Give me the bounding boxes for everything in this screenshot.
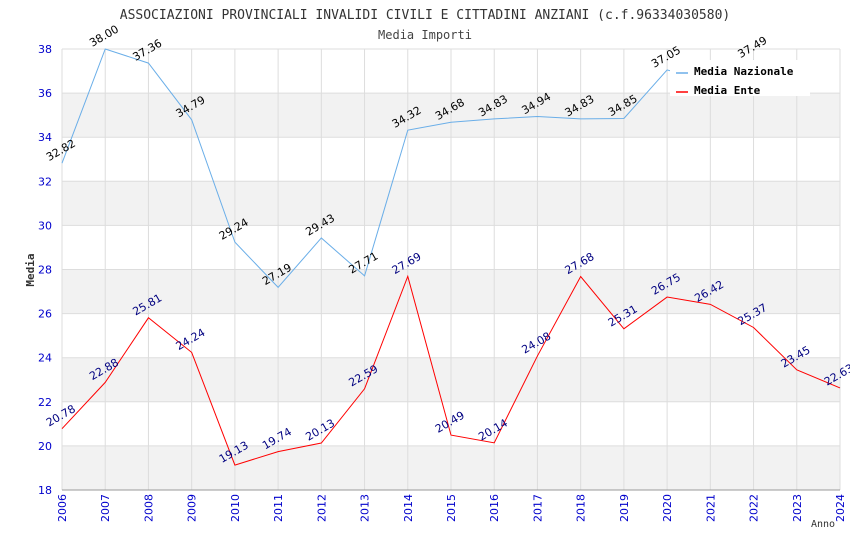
chart-subtitle: Media Importi: [378, 28, 472, 42]
data-label: 20.13: [303, 417, 337, 444]
x-tick-label: 2011: [272, 494, 285, 522]
data-label: 24.24: [174, 326, 208, 353]
x-tick-label: 2007: [99, 494, 112, 522]
y-tick-label: 38: [38, 43, 52, 56]
x-tick-label: 2015: [445, 494, 458, 522]
legend-label-media-ente: Media Ente: [694, 84, 761, 97]
x-tick-label: 2008: [142, 494, 155, 522]
data-label: 24.08: [519, 330, 553, 357]
x-tick-label: 2009: [186, 494, 199, 522]
y-tick-label: 18: [38, 484, 52, 497]
legend: Media Nazionale Media Ente: [670, 60, 810, 97]
x-tick-label: 2013: [359, 494, 372, 522]
x-tick-label: 2022: [748, 494, 761, 522]
x-tick-label: 2006: [56, 494, 69, 522]
y-axis-label: Media: [24, 253, 37, 286]
y-tick-label: 24: [38, 352, 52, 365]
y-tick-label: 20: [38, 440, 52, 453]
x-axis-ticks: 2006 2007 2008 2009 2010 2011 2012 2013 2014 2015…: [56, 494, 847, 522]
legend-box: [670, 60, 810, 96]
chart-title: ASSOCIAZIONI PROVINCIALI INVALIDI CIVILI…: [120, 8, 730, 23]
y-tick-label: 26: [38, 308, 52, 321]
data-label: 38.00: [87, 23, 121, 50]
x-axis-label: Anno: [811, 519, 835, 530]
y-tick-label: 22: [38, 396, 52, 409]
x-tick-label: 2012: [315, 494, 328, 522]
legend-label-media-nazionale: Media Nazionale: [694, 65, 794, 78]
grid-lines: [61, 48, 841, 491]
x-tick-label: 2010: [229, 494, 242, 522]
data-label: 20.14: [476, 416, 510, 443]
x-tick-label: 2014: [402, 494, 415, 522]
series-line-media-nazionale: [61, 48, 754, 289]
y-tick-label: 36: [38, 87, 52, 100]
x-tick-label: 2023: [791, 494, 804, 522]
x-tick-label: 2017: [531, 494, 544, 522]
y-tick-label: 28: [38, 264, 52, 277]
y-axis-ticks: 18 20 22 24 26 28 30 32 34 36 38: [38, 43, 52, 497]
x-tick-label: 2021: [704, 494, 717, 522]
series-line-media-ente: [61, 274, 841, 466]
data-label: 37.49: [736, 34, 770, 61]
x-tick-label: 2018: [575, 494, 588, 522]
x-tick-label: 2016: [488, 494, 501, 522]
y-tick-label: 32: [38, 175, 52, 188]
y-tick-label: 34: [38, 131, 52, 144]
data-label: 37.36: [130, 37, 164, 64]
y-tick-label: 30: [38, 219, 52, 232]
series-lines: [61, 48, 841, 466]
x-tick-label: 2020: [661, 494, 674, 522]
x-tick-label: 2024: [834, 494, 847, 522]
x-tick-label: 2019: [618, 494, 631, 522]
